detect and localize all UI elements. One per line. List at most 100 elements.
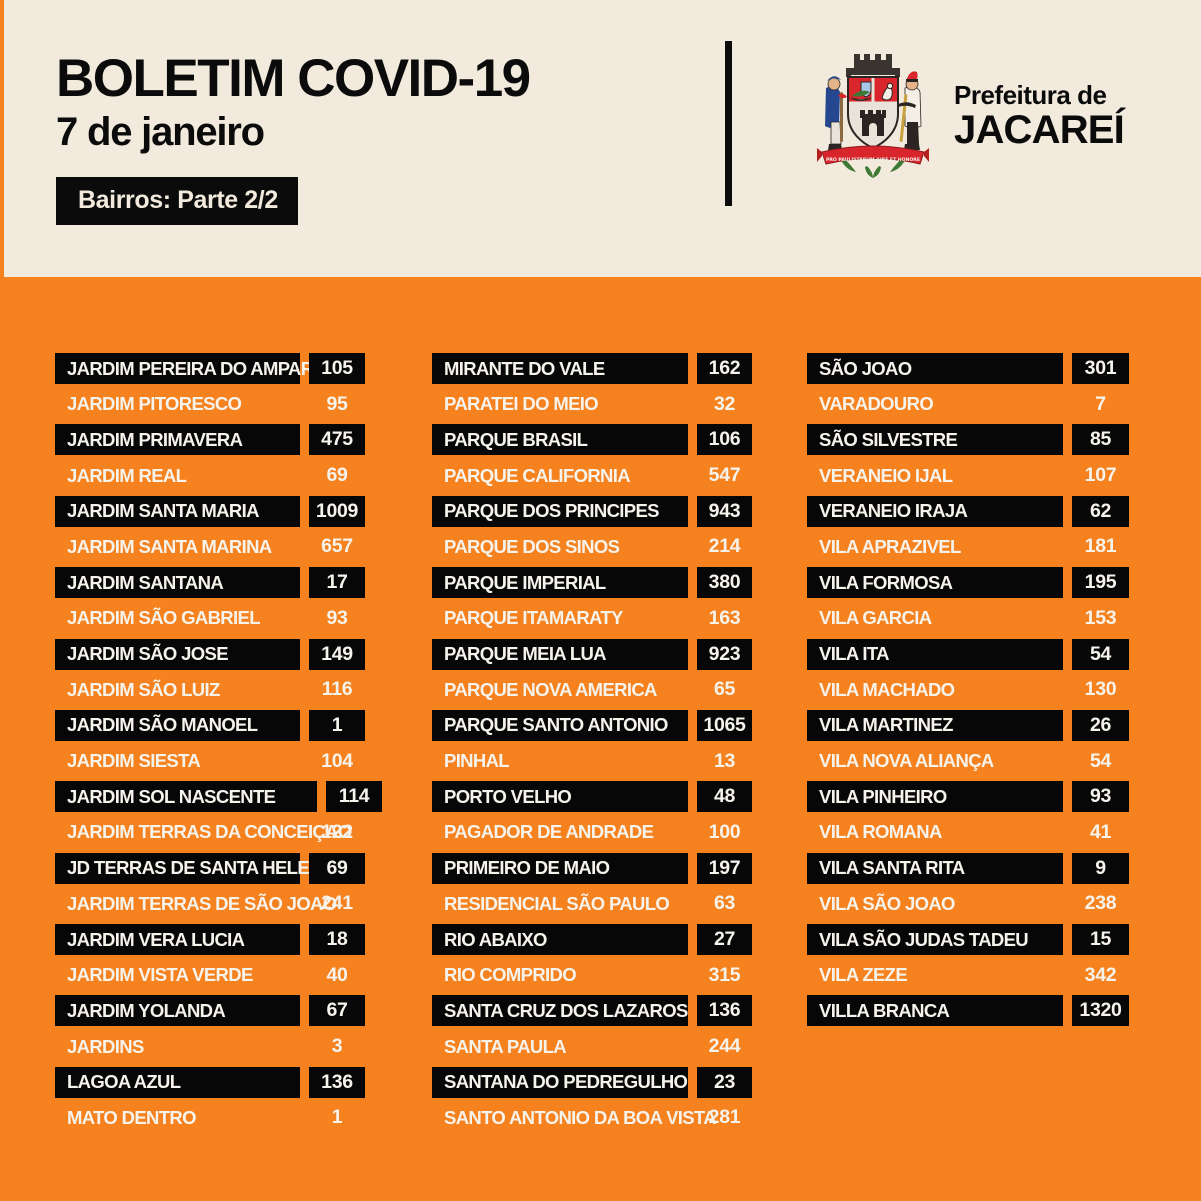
case-count-cell: 214 (697, 531, 752, 562)
neighborhood-name-cell: JARDIM SOL NASCENTE (55, 781, 317, 813)
case-count-cell: 547 (697, 460, 752, 491)
neighborhood-name-cell: JD TERRAS DE SANTA HELENA (55, 852, 335, 884)
neighborhood-name-cell: JARDIM YOLANDA (55, 995, 300, 1027)
neighborhood-name-cell: JARDIM SÃO JOSE (55, 638, 300, 670)
case-count-value: 380 (708, 571, 741, 594)
case-count-value: 13 (713, 749, 736, 772)
case-count-cell: 923 (697, 638, 752, 670)
neighborhood-name-cell: VILA SÃO JOAO (807, 888, 1063, 919)
neighborhood-name-cell: JARDIM VERA LUCIA (55, 924, 300, 955)
neighborhood-name-label: SANTO ANTONIO DA BOA VISTA (444, 1106, 717, 1128)
neighborhood-name-label: VERANEIO IJAL (819, 464, 953, 486)
case-count-value: 181 (1084, 535, 1117, 558)
neighborhood-name-cell: VILA PINHEIRO (807, 781, 1063, 813)
case-count-cell: 1320 (1072, 995, 1129, 1027)
case-count-cell: 105 (309, 353, 365, 384)
neighborhood-name-label: JARDIM SÃO MANOEL (67, 714, 258, 736)
case-count-cell: 54 (1072, 746, 1129, 777)
neighborhood-name-label: MIRANTE DO VALE (444, 357, 605, 379)
case-count-cell: 380 (697, 567, 752, 599)
case-count-value: 104 (321, 749, 353, 772)
case-count-cell: 116 (309, 674, 365, 705)
neighborhood-name-label: SÃO SILVESTRE (819, 428, 958, 450)
neighborhood-name-cell: JARDIM SANTA MARINA (55, 531, 300, 562)
neighborhood-name-cell: VILA ITA (807, 638, 1063, 670)
case-count-cell: 197 (697, 852, 752, 884)
case-count-cell: 67 (309, 995, 365, 1027)
case-count-cell: 315 (697, 960, 752, 991)
neighborhood-name-label: VILA ROMANA (819, 821, 942, 843)
neighborhood-name-cell: JARDIM REAL (55, 460, 300, 491)
case-count-value: 9 (1095, 856, 1106, 879)
neighborhood-name-cell: JARDIM SANTA MARIA (55, 495, 300, 527)
case-count-cell: 241 (309, 888, 365, 919)
neighborhood-name-cell: PARQUE ITAMARATY (432, 603, 688, 634)
neighborhood-name-cell: VILA SANTA RITA (807, 852, 1063, 884)
case-count-value: 23 (713, 1070, 736, 1093)
neighborhood-name-label: JARDIM PRIMAVERA (67, 428, 243, 450)
case-count-cell: 93 (1072, 781, 1129, 813)
case-count-cell: 62 (1072, 495, 1129, 527)
case-count-value: 62 (1089, 499, 1112, 522)
case-count-cell: 943 (697, 495, 752, 527)
case-count-value: 116 (321, 678, 353, 701)
case-count-value: 100 (708, 820, 741, 843)
neighborhood-name-cell: PARQUE MEIA LUA (432, 638, 688, 670)
neighborhood-name-label: JARDIM TERRAS DE SÃO JOAO (67, 892, 337, 914)
case-count-cell: 163 (697, 603, 752, 634)
neighborhood-name-cell: JARDIM PITORESCO (55, 389, 300, 420)
case-count-value: 153 (1084, 606, 1117, 629)
neighborhood-name-label: VILA ZEZE (819, 964, 908, 986)
neighborhood-name-label: JARDIM PITORESCO (67, 393, 242, 415)
case-count-cell: 149 (309, 638, 365, 670)
neighborhood-name-cell: JARDIM SÃO LUIZ (55, 674, 300, 705)
case-count-cell: 100 (697, 817, 752, 848)
case-count-cell: 342 (1072, 960, 1129, 991)
case-count-value: 342 (1084, 963, 1117, 986)
neighborhood-name-cell: JARDIM SÃO GABRIEL (55, 603, 300, 634)
neighborhood-name-label: PARQUE IMPERIAL (444, 571, 606, 593)
neighborhood-name-label: PARQUE ITAMARATY (444, 607, 623, 629)
case-count-cell: 27 (697, 924, 752, 955)
neighborhood-name-label: JARDIM YOLANDA (67, 999, 226, 1021)
neighborhood-name-cell: PORTO VELHO (432, 781, 688, 813)
case-count-cell: 7 (1072, 389, 1129, 420)
case-count-value: 1320 (1079, 999, 1122, 1022)
case-count-cell: 32 (697, 389, 752, 420)
case-count-value: 162 (708, 357, 741, 379)
neighborhood-name-label: PARATEI DO MEIO (444, 393, 599, 415)
neighborhood-name-cell: VILA FORMOSA (807, 567, 1063, 599)
neighborhood-name-label: RIO ABAIXO (444, 928, 547, 950)
case-count-value: 40 (326, 963, 348, 986)
neighborhood-name-cell: PARQUE DOS PRINCIPES (432, 495, 688, 527)
brand-prefecture-label: Prefeitura de (954, 79, 1107, 110)
neighborhood-name-cell: SANTANA DO PEDREGULHO (432, 1066, 688, 1098)
neighborhood-name-label: LAGOA AZUL (67, 1071, 181, 1093)
neighborhood-name-cell: VILA APRAZIVEL (807, 531, 1063, 562)
neighborhood-name-cell: PARQUE NOVA AMERICA (432, 674, 688, 705)
case-count-cell: 1009 (309, 495, 365, 527)
case-count-value: 475 (321, 428, 353, 451)
neighborhood-name-label: JARDIM SANTANA (67, 571, 224, 593)
bulletin-date: 7 de janeiro (56, 110, 265, 154)
neighborhood-name-label: PORTO VELHO (444, 785, 572, 807)
case-count-value: 41 (1089, 820, 1112, 843)
case-count-cell: 195 (1072, 567, 1129, 599)
brand-city-name: JACAREÍ (954, 107, 1125, 152)
neighborhood-name-cell: PINHAL (432, 746, 688, 777)
neighborhood-name-label: VILA MARTINEZ (819, 714, 953, 736)
case-count-value: 149 (321, 642, 353, 665)
case-count-cell: 1 (309, 709, 365, 741)
case-count-value: 69 (326, 464, 348, 487)
case-count-value: 18 (326, 928, 348, 950)
neighborhood-name-label: VARADOURO (819, 393, 934, 415)
case-count-value: 923 (708, 642, 741, 665)
neighborhood-name-cell: JARDIM PEREIRA DO AMPARO (55, 353, 328, 384)
case-count-value: 122 (321, 820, 353, 843)
case-count-cell: 48 (697, 781, 752, 813)
case-count-value: 114 (338, 785, 370, 808)
case-count-value: 17 (326, 571, 348, 594)
header-text-group: BOLETIM COVID-19 7 de janeiro Bairros: P… (56, 52, 531, 225)
header-banner: BOLETIM COVID-19 7 de janeiro Bairros: P… (4, 0, 1201, 277)
case-count-cell: 26 (1072, 709, 1129, 741)
